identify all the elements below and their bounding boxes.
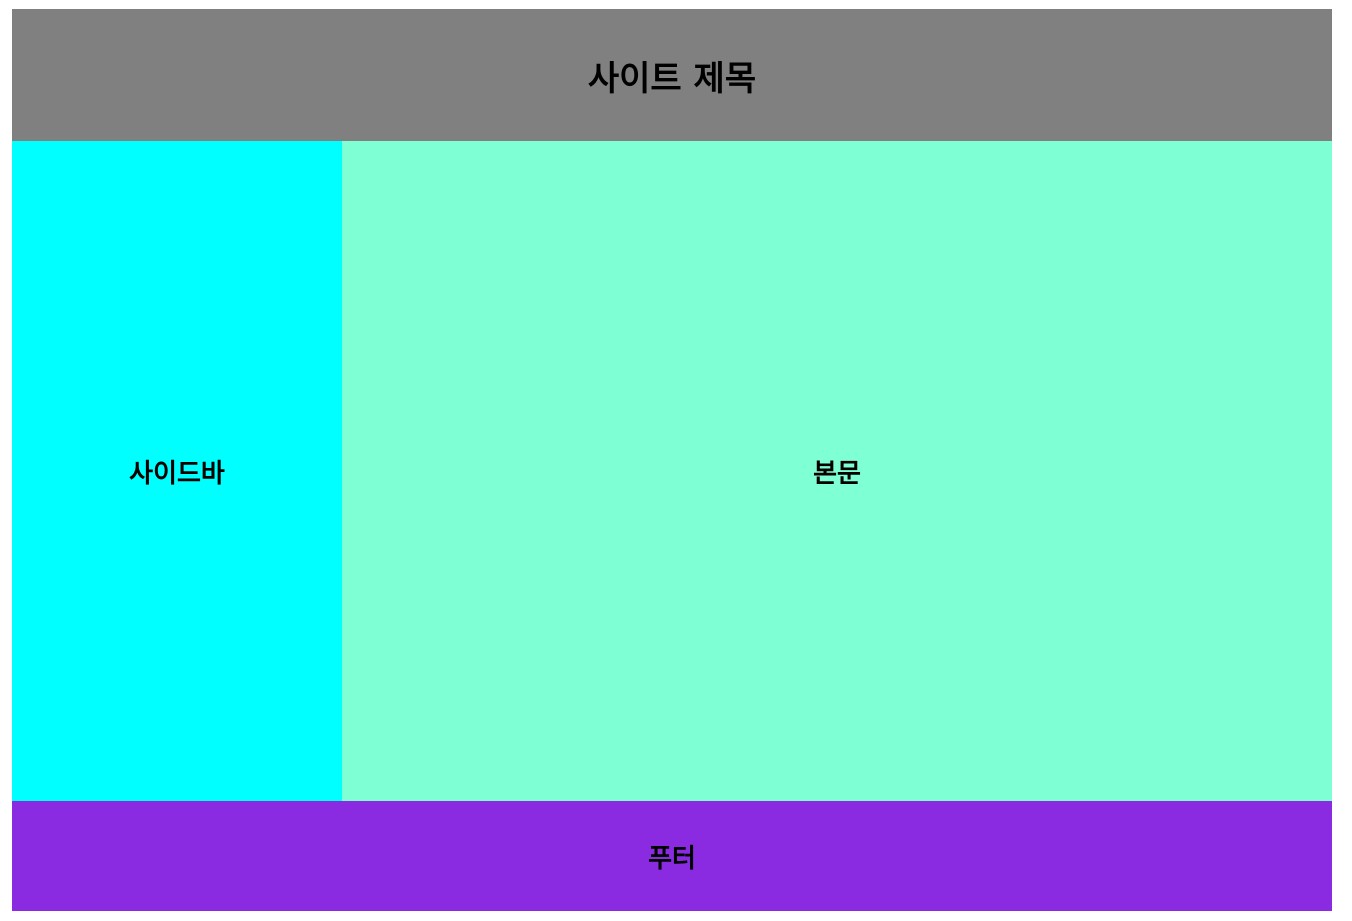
site-footer: 푸터 <box>12 801 1332 911</box>
sidebar: 사이드바 <box>12 141 342 801</box>
site-header: 사이트 제목 <box>12 9 1332 141</box>
page-layout: 사이트 제목 사이드바 본문 푸터 <box>12 9 1332 911</box>
site-title: 사이트 제목 <box>587 58 757 99</box>
footer-label: 푸터 <box>648 843 696 874</box>
main-content: 본문 <box>342 141 1332 801</box>
sidebar-label: 사이드바 <box>129 458 225 489</box>
main-content-label: 본문 <box>813 458 861 489</box>
